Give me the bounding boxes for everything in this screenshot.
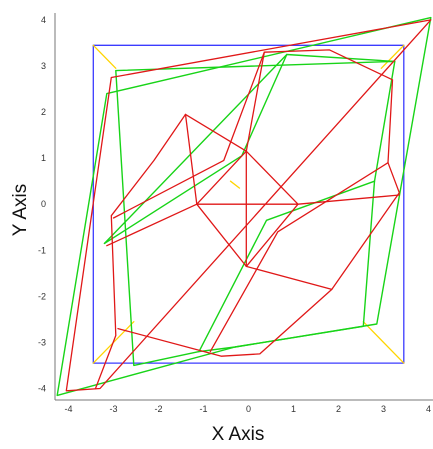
y-tick-label: 2 bbox=[41, 107, 46, 117]
red-polyline-16 bbox=[245, 265, 333, 291]
red-polyline-12 bbox=[106, 203, 198, 247]
data-series-layer bbox=[56, 16, 432, 397]
x-axis-title: X Axis bbox=[212, 424, 265, 445]
y-tick-label: -1 bbox=[38, 245, 46, 255]
x-tick-label: -3 bbox=[109, 404, 117, 414]
corner-segment-1-4 bbox=[229, 180, 241, 189]
red-polyline-11 bbox=[184, 113, 299, 268]
x-tick-label: 0 bbox=[246, 404, 251, 414]
corner-segment-1-2 bbox=[362, 321, 405, 364]
corner-segment-1-1 bbox=[380, 44, 405, 69]
y-tick-label: -4 bbox=[38, 384, 46, 394]
green-polyline-2 bbox=[56, 16, 432, 397]
red-polyline-7 bbox=[65, 19, 432, 392]
x-tick-label: -4 bbox=[64, 404, 72, 414]
y-tick-label: -2 bbox=[38, 291, 46, 301]
corner-segment-1-0 bbox=[92, 44, 117, 69]
y-tick-label: -3 bbox=[38, 337, 46, 347]
x-tick-label: -2 bbox=[154, 404, 162, 414]
x-tick-label: 3 bbox=[381, 404, 386, 414]
red-polyline-8 bbox=[94, 49, 400, 390]
red-polyline-9 bbox=[112, 51, 265, 219]
y-tick-label: 3 bbox=[41, 61, 46, 71]
x-tick-label: 1 bbox=[291, 404, 296, 414]
x-tick-label: -1 bbox=[199, 404, 207, 414]
y-tick-label: 1 bbox=[41, 153, 46, 163]
x-tick-label: 2 bbox=[336, 404, 341, 414]
y-tick-labels: 4 3 2 1 0 -1 -2 -3 -4 bbox=[38, 15, 46, 394]
red-polyline-10 bbox=[209, 162, 389, 353]
x-tick-labels: -4 -3 -2 -1 0 1 2 3 4 bbox=[64, 404, 431, 414]
y-tick-label: 4 bbox=[41, 15, 46, 25]
plot-frame bbox=[54, 13, 433, 401]
x-tick-label: 4 bbox=[426, 404, 431, 414]
y-axis-title: Y Axis bbox=[10, 184, 31, 236]
green-polyline-3 bbox=[115, 60, 396, 367]
y-tick-label: 0 bbox=[41, 199, 46, 209]
red-polyline-13 bbox=[297, 194, 400, 205]
